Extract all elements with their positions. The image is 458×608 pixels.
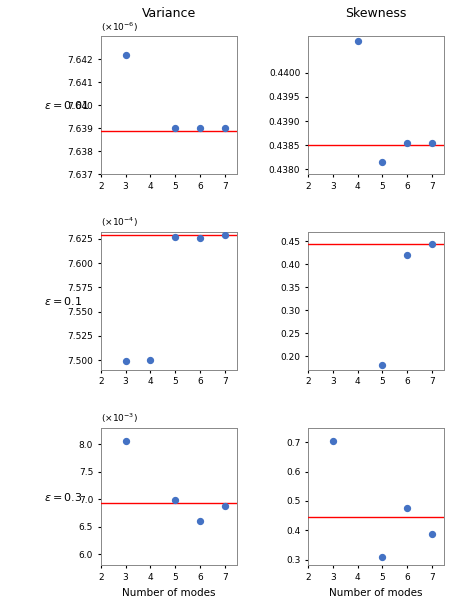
Text: $\varepsilon = 0.01$: $\varepsilon = 0.01$	[44, 99, 89, 111]
Point	[171, 496, 179, 505]
Point	[147, 174, 154, 184]
Point	[403, 250, 411, 260]
Point	[221, 501, 229, 511]
Point	[147, 580, 154, 590]
Point	[122, 50, 129, 60]
Point	[171, 232, 179, 242]
X-axis label: Number of modes: Number of modes	[122, 588, 216, 598]
Point	[122, 437, 129, 446]
Text: $\varepsilon = 0.1$: $\varepsilon = 0.1$	[44, 295, 82, 307]
Text: $(\times10^{-3})$: $(\times10^{-3})$	[101, 412, 137, 425]
Text: $\varepsilon = 0.3$: $\varepsilon = 0.3$	[44, 491, 82, 503]
Point	[379, 360, 386, 370]
Point	[354, 36, 361, 46]
Point	[379, 157, 386, 167]
Point	[403, 503, 411, 513]
Text: $(\times10^{-4})$: $(\times10^{-4})$	[101, 216, 137, 229]
Title: Variance: Variance	[142, 7, 196, 20]
Point	[428, 138, 436, 148]
Point	[196, 123, 203, 133]
Point	[403, 138, 411, 148]
Point	[196, 233, 203, 243]
Point	[122, 356, 129, 365]
X-axis label: Number of modes: Number of modes	[329, 588, 423, 598]
Text: $(\times10^{-6})$: $(\times10^{-6})$	[101, 20, 137, 33]
Point	[329, 436, 336, 446]
Point	[147, 355, 154, 365]
Point	[428, 240, 436, 249]
Point	[221, 123, 229, 133]
Point	[379, 553, 386, 562]
Point	[171, 123, 179, 133]
Point	[196, 516, 203, 526]
Point	[428, 529, 436, 539]
Title: Skewness: Skewness	[345, 7, 407, 20]
Point	[221, 230, 229, 240]
